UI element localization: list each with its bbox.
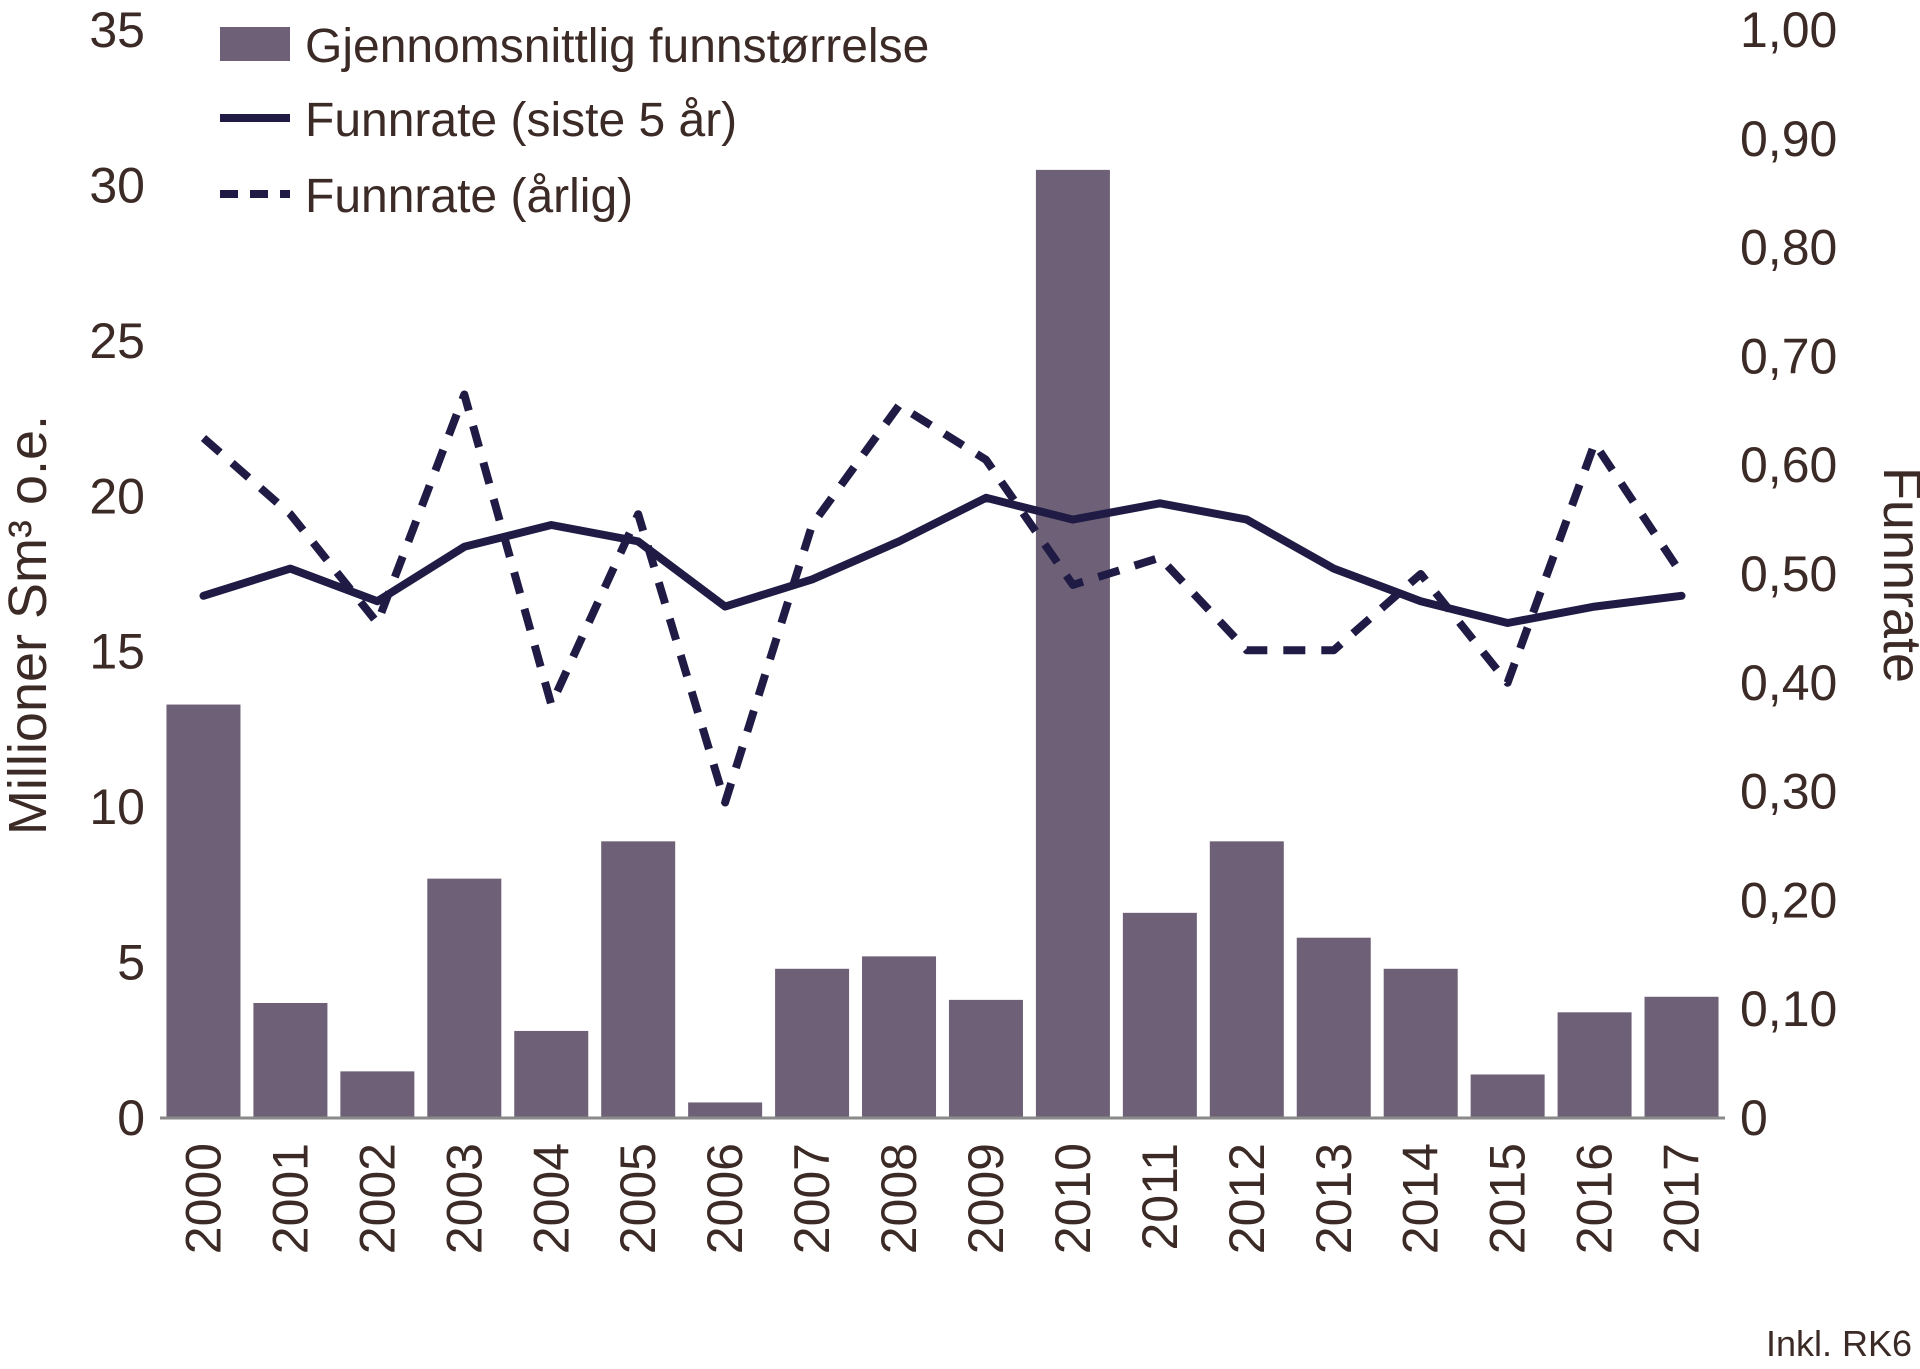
x-tick-label: 2013 — [1306, 1143, 1362, 1254]
right-tick-label: 0 — [1740, 1090, 1768, 1146]
right-axis-title: Funnrate — [1872, 467, 1920, 683]
line-series — [199, 390, 1686, 807]
right-tick-label: 1,00 — [1740, 2, 1837, 58]
bar-2002 — [340, 1071, 415, 1118]
x-tick-label: 2012 — [1219, 1143, 1275, 1254]
bar-2015 — [1470, 1074, 1545, 1118]
x-tick-label: 2015 — [1480, 1143, 1536, 1254]
bar-2006 — [688, 1102, 763, 1118]
bar-2009 — [948, 999, 1023, 1118]
bar-2011 — [1122, 912, 1197, 1118]
bar-2008 — [862, 956, 937, 1118]
x-tick-label: 2010 — [1045, 1143, 1101, 1254]
legend-label-bar: Gjennomsnittlig funnstørrelse — [305, 20, 929, 73]
left-tick-label: 20 — [89, 468, 145, 524]
bar-2017 — [1644, 996, 1719, 1118]
bar-2012 — [1209, 841, 1284, 1118]
x-tick-label: 2016 — [1567, 1143, 1623, 1254]
bar-2001 — [253, 1002, 328, 1118]
right-tick-label: 0,20 — [1740, 872, 1837, 928]
x-tick-label: 2008 — [871, 1143, 927, 1254]
x-tick-label: 2014 — [1393, 1143, 1449, 1254]
right-tick-label: 0,80 — [1740, 220, 1837, 276]
bar-2000 — [166, 704, 241, 1118]
left-tick-label: 35 — [89, 2, 145, 58]
bar-2014 — [1383, 968, 1458, 1118]
bar-2005 — [601, 841, 676, 1118]
legend-bar-swatch — [220, 27, 290, 61]
footnote: Inkl. RK6 — [1766, 1323, 1912, 1364]
bar-2003 — [427, 878, 502, 1118]
legend-label-dashed: Funnrate (årlig) — [305, 170, 633, 223]
x-tick-label: 2011 — [1132, 1143, 1188, 1251]
x-axis-ticks: 2000 2001 2002 2003 2004 2005 2006 2007 2008 2009… — [175, 1143, 1709, 1254]
left-tick-label: 25 — [89, 313, 145, 369]
left-axis-ticks: 0 5 10 15 20 25 30 35 — [89, 2, 145, 1146]
bar-2004 — [514, 1030, 589, 1118]
right-tick-label: 0,70 — [1740, 328, 1837, 384]
left-axis-title: Millioner Sm³ o.e. — [0, 415, 58, 835]
bar-2016 — [1557, 1012, 1632, 1118]
left-tick-label: 30 — [89, 157, 145, 213]
bar-2013 — [1296, 937, 1371, 1118]
bar-2010 — [1035, 169, 1110, 1118]
x-tick-label: 2002 — [349, 1143, 405, 1254]
x-tick-label: 2017 — [1654, 1143, 1710, 1254]
right-axis-ticks: 0 0,10 0,20 0,30 0,40 0,50 0,60 0,70 0,80 0,90 1,0… — [1740, 2, 1837, 1146]
x-tick-label: 2006 — [697, 1143, 753, 1254]
right-tick-label: 0,60 — [1740, 437, 1837, 493]
left-tick-label: 0 — [117, 1090, 145, 1146]
right-tick-label: 0,30 — [1740, 764, 1837, 820]
bar-2007 — [775, 968, 850, 1118]
x-tick-label: 2009 — [958, 1143, 1014, 1254]
legend-label-solid: Funnrate (siste 5 år) — [305, 94, 737, 147]
funnrate-annual-line — [200, 390, 1685, 807]
left-tick-label: 10 — [89, 779, 145, 835]
legend: Gjennomsnittlig funnstørrelse Funnrate (… — [220, 20, 929, 223]
x-tick-label: 2007 — [784, 1143, 840, 1254]
right-tick-label: 0,90 — [1740, 111, 1837, 167]
bar-series — [166, 169, 1719, 1118]
x-tick-label: 2004 — [523, 1143, 579, 1254]
x-tick-label: 2000 — [175, 1143, 231, 1254]
right-tick-label: 0,10 — [1740, 981, 1837, 1037]
x-tick-label: 2001 — [262, 1143, 318, 1254]
right-tick-label: 0,50 — [1740, 546, 1837, 602]
right-tick-label: 0,40 — [1740, 655, 1837, 711]
left-tick-label: 5 — [117, 935, 145, 991]
x-tick-label: 2005 — [610, 1143, 666, 1254]
funnrate-5yr-line — [199, 493, 1686, 627]
left-tick-label: 15 — [89, 624, 145, 680]
x-tick-label: 2003 — [436, 1143, 492, 1254]
